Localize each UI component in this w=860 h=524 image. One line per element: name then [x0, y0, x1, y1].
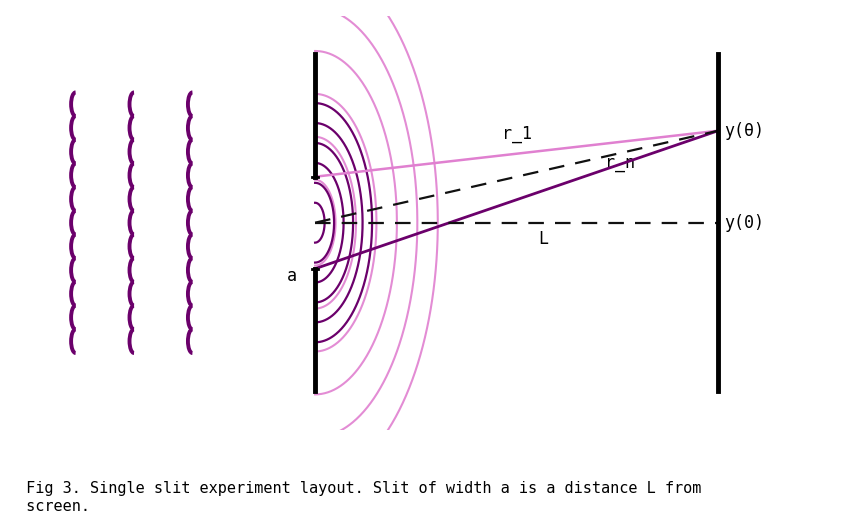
Text: y(0): y(0) — [724, 214, 764, 232]
Text: y(θ): y(θ) — [724, 122, 764, 140]
Text: a: a — [287, 267, 298, 285]
Text: Fig 3. Single slit experiment layout. Slit of width a is a distance L from
 scre: Fig 3. Single slit experiment layout. Sl… — [17, 481, 702, 514]
Text: L: L — [538, 230, 549, 248]
Text: r_n: r_n — [605, 154, 635, 172]
Text: r_1: r_1 — [502, 125, 532, 143]
